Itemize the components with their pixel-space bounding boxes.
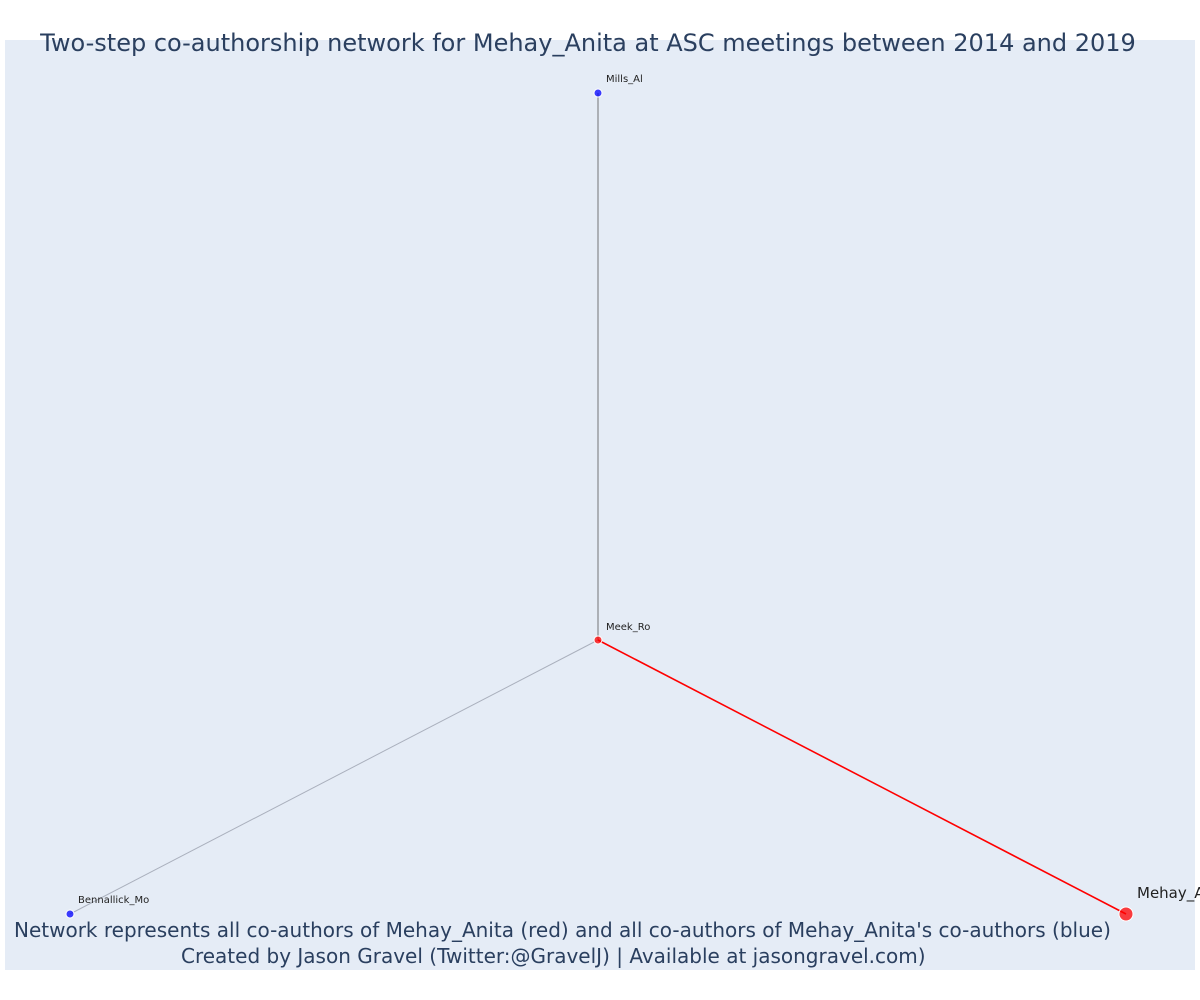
node-mehay[interactable]: Mehay_Anita — [1118, 884, 1200, 922]
node-label-mills: Mills_Al — [606, 74, 643, 85]
caption-legend: Network represents all co-authors of Meh… — [14, 918, 1111, 942]
nodes-layer: Mills_Al Meek_Ro Bennallick_Mo Mehay_Anita — [65, 74, 1200, 922]
edges-layer — [69, 93, 1127, 915]
edge-meek-mehay — [597, 639, 1127, 915]
node-mills[interactable]: Mills_Al — [593, 74, 643, 98]
node-bennallick[interactable]: Bennallick_Mo — [65, 895, 149, 919]
plot-area — [5, 40, 1195, 970]
node-marker-mehay[interactable] — [1118, 906, 1134, 922]
node-label-meek: Meek_Ro — [606, 622, 650, 633]
node-label-bennallick: Bennallick_Mo — [78, 895, 149, 906]
node-marker-mills[interactable] — [593, 88, 603, 98]
node-marker-bennallick[interactable] — [65, 909, 75, 919]
node-marker-meek[interactable] — [593, 635, 603, 645]
node-meek[interactable]: Meek_Ro — [593, 622, 650, 645]
caption-credit: Created by Jason Gravel (Twitter:@Gravel… — [181, 944, 926, 968]
node-label-mehay: Mehay_Anita — [1137, 884, 1200, 903]
chart-title: Two-step co-authorship network for Mehay… — [40, 29, 1136, 57]
edge-meek-bennallick — [69, 639, 599, 915]
